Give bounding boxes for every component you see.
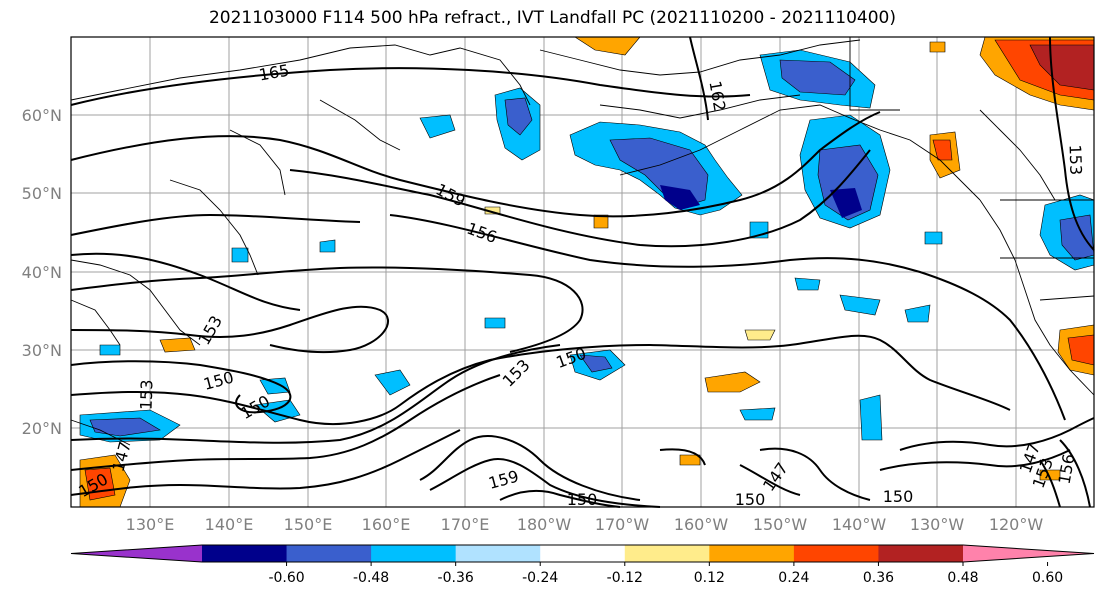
contour-label: 150 — [735, 490, 766, 509]
lon-label: 160°W — [674, 515, 729, 534]
colorbar-tick-label: 0.12 — [694, 570, 725, 586]
lon-label: 120°W — [989, 515, 1044, 534]
lat-label: 60°N — [22, 106, 62, 125]
coastlines — [70, 37, 1095, 446]
colorbar-tick-label: -0.12 — [607, 570, 643, 586]
map-title: 2021103000 F114 500 hPa refract., IVT La… — [208, 8, 896, 28]
colorbar-extend-low — [71, 545, 202, 562]
contour-label: 150 — [883, 487, 914, 506]
contour-label: 153 — [1065, 144, 1085, 175]
contour-label: 153 — [136, 379, 156, 410]
colorbar-tick-label: -0.24 — [522, 570, 558, 586]
colorbar-outline — [70, 544, 1095, 563]
colorbar-tick-label: 0.48 — [947, 570, 978, 586]
colorbar-bin — [371, 545, 457, 562]
lon-label: 170°W — [595, 515, 650, 534]
lat-label: 40°N — [22, 263, 62, 282]
colorbar-bin — [878, 545, 964, 562]
lon-label: 140°E — [205, 515, 254, 534]
colorbar-extend-high — [963, 545, 1094, 562]
map-panel: 165 162 159 156 153 153 153 153 150 150 … — [70, 36, 1095, 509]
colorbar-bin — [624, 545, 710, 562]
colorbar-bin — [455, 545, 541, 562]
lon-label: 140°W — [832, 515, 887, 534]
colorbar-tick-label: 0.36 — [863, 570, 894, 586]
latitude-labels: 60°N 50°N 40°N 30°N 20°N — [22, 106, 62, 438]
lon-label: 170°E — [441, 515, 490, 534]
colorbar-tick-label: -0.60 — [268, 570, 304, 586]
lon-label: 150°W — [753, 515, 808, 534]
longitude-labels: 130°E 140°E 150°E 160°E 170°E 180°W 170°… — [126, 515, 1044, 534]
colorbar-bin — [793, 545, 879, 562]
lon-label: 130°W — [910, 515, 965, 534]
colorbar-tick-label: 0.24 — [778, 570, 809, 586]
colorbar-bin — [286, 545, 372, 562]
colorbar-tick-label: -0.36 — [438, 570, 474, 586]
contour-label: 150 — [567, 490, 598, 509]
lon-label: 150°E — [284, 515, 333, 534]
colorbar: -0.60 -0.48 -0.36 -0.24 -0.12 0.12 0.24 0.36 0.4… — [70, 544, 1095, 586]
shaded-anomaly-fields — [79, 36, 1095, 508]
lon-label: 130°E — [126, 515, 175, 534]
lon-label: 160°E — [362, 515, 411, 534]
colorbar-bin — [202, 545, 288, 562]
lat-label: 20°N — [22, 419, 62, 438]
colorbar-tick-label: 0.60 — [1032, 570, 1063, 586]
lat-label: 50°N — [22, 184, 62, 203]
colorbar-bin — [540, 545, 626, 562]
refractivity-contours — [70, 36, 1095, 508]
gridlines — [71, 37, 1094, 507]
colorbar-tick-label: -0.48 — [353, 570, 389, 586]
colorbar-bin — [709, 545, 795, 562]
lon-label: 180°W — [517, 515, 572, 534]
lat-label: 30°N — [22, 341, 62, 360]
